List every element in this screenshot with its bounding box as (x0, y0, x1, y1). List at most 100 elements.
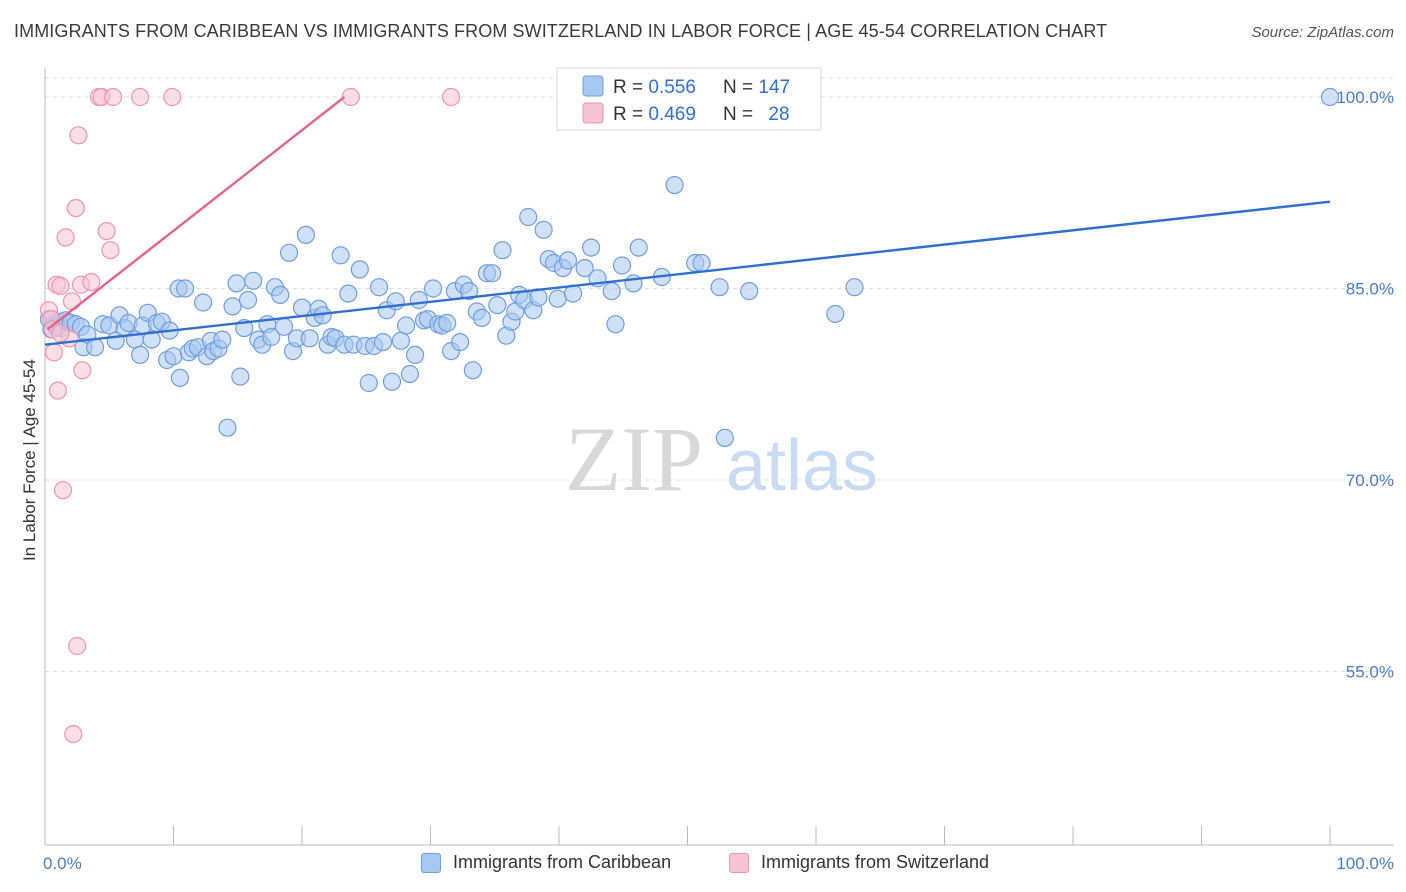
caribbean-point (493, 241, 512, 260)
switzerland-point (62, 292, 82, 311)
caribbean-point (131, 345, 150, 364)
caribbean-point (280, 243, 299, 262)
switzerland-point (82, 273, 101, 292)
switzerland-point (53, 481, 73, 500)
caribbean-point (331, 246, 350, 265)
caribbean-point (715, 428, 734, 447)
trend-line-switzerland (46, 96, 346, 331)
tick-labels: 55.0% 70.0% 85.0% 100.0% 0.0% 100.0% (43, 88, 1394, 873)
caribbean-point (710, 278, 729, 297)
caribbean-point (271, 285, 290, 304)
legend-label-switzerland: Immigrants from Switzerland (761, 852, 990, 872)
switzerland-point (131, 87, 150, 107)
legend-swatch-switzerland (729, 852, 749, 873)
caribbean-point (463, 361, 482, 380)
caribbean-point (238, 290, 258, 310)
trend-lines (44, 96, 1331, 346)
caribbean-point (339, 284, 358, 303)
switzerland-point (51, 276, 70, 295)
caribbean-point (170, 368, 189, 387)
y-tick-label: 100.0% (1336, 88, 1394, 107)
stats-legend-swatch-blue (582, 75, 604, 97)
switzerland-point (44, 343, 64, 362)
source-label: Source: ZipAtlas.com (1251, 24, 1394, 41)
caribbean-point (581, 238, 601, 257)
switzerland-point (66, 199, 85, 218)
stats-n-value-blue: 147 (758, 77, 790, 98)
legend-label-caribbean: Immigrants from Caribbean (453, 852, 672, 872)
caribbean-point (438, 313, 457, 333)
caribbean-point (223, 297, 242, 316)
caribbean-point (472, 308, 491, 327)
series-legend: Immigrants from Caribbean Immigrants fro… (0, 852, 1406, 878)
stats-n-label-blue: N = (723, 77, 758, 98)
caribbean-point (397, 316, 416, 335)
switzerland-point (56, 228, 75, 247)
stats-legend-swatch-pink (582, 102, 604, 124)
caribbean-point (409, 290, 428, 310)
caribbean-point (370, 278, 389, 297)
switzerland-point (97, 222, 116, 241)
caribbean-point (85, 338, 105, 357)
stats-r-value-pink: 0.469 (648, 104, 696, 125)
switzerland-point (67, 636, 87, 656)
y-tick-label: 85.0% (1346, 280, 1394, 299)
watermark-atlas: atlas (726, 426, 878, 506)
svg-text:R = 0.469: R = 0.469 (613, 104, 696, 125)
caribbean-point (350, 260, 369, 279)
watermark-zip: ZIP (565, 408, 703, 510)
svg-text:N = 28: N = 28 (723, 104, 790, 125)
caribbean-point (519, 207, 538, 227)
caribbean-point (218, 418, 237, 437)
caribbean-point (575, 259, 594, 278)
caribbean-point (227, 274, 246, 293)
x-tick-label-max: 100.0% (1336, 854, 1394, 873)
caribbean-point (176, 279, 195, 298)
caribbean-point (612, 256, 632, 275)
caribbean-point (548, 289, 567, 308)
stats-r-label-pink: R = (613, 104, 648, 125)
caribbean-point (231, 367, 250, 386)
caribbean-point (406, 345, 425, 364)
caribbean-point (1320, 87, 1340, 107)
legend-item-caribbean[interactable]: Immigrants from Caribbean (421, 852, 671, 873)
stats-r-value-blue: 0.556 (648, 77, 696, 98)
caribbean-point (826, 304, 845, 324)
caribbean-point (483, 264, 502, 283)
caribbean-point (213, 330, 232, 349)
chart-title: IMMIGRANTS FROM CARIBBEAN VS IMMIGRANTS … (14, 21, 1108, 41)
caribbean-point (665, 176, 684, 195)
caribbean-point (451, 333, 470, 352)
caribbean-point (262, 327, 281, 347)
caribbean-point (460, 282, 479, 301)
stats-r-label-blue: R = (613, 77, 648, 98)
series-switzerland-points (39, 87, 461, 744)
caribbean-point (845, 278, 864, 297)
caribbean-point (558, 251, 578, 270)
y-tick-label: 70.0% (1346, 471, 1394, 490)
caribbean-point (602, 282, 621, 301)
caribbean-point (488, 296, 507, 315)
caribbean-point (373, 333, 393, 352)
svg-text:R = 0.556: R = 0.556 (613, 77, 696, 98)
legend-item-switzerland[interactable]: Immigrants from Switzerland (729, 852, 989, 873)
caribbean-point (424, 279, 443, 298)
switzerland-point (163, 87, 182, 107)
caribbean-point (244, 271, 263, 290)
caribbean-point (629, 238, 648, 257)
switzerland-point (73, 361, 92, 380)
switzerland-point (442, 87, 461, 107)
switzerland-point (69, 126, 88, 145)
switzerland-point (101, 241, 120, 260)
caribbean-point (692, 253, 711, 273)
x-tick-label-min: 0.0% (43, 854, 82, 873)
caribbean-point (300, 329, 319, 348)
caribbean-point (606, 315, 625, 334)
caribbean-point (534, 220, 553, 239)
switzerland-point (51, 324, 70, 343)
svg-text:N = 147: N = 147 (723, 77, 790, 98)
stats-n-value-pink: 28 (768, 104, 789, 125)
caribbean-point (400, 364, 419, 384)
switzerland-point (103, 87, 123, 107)
